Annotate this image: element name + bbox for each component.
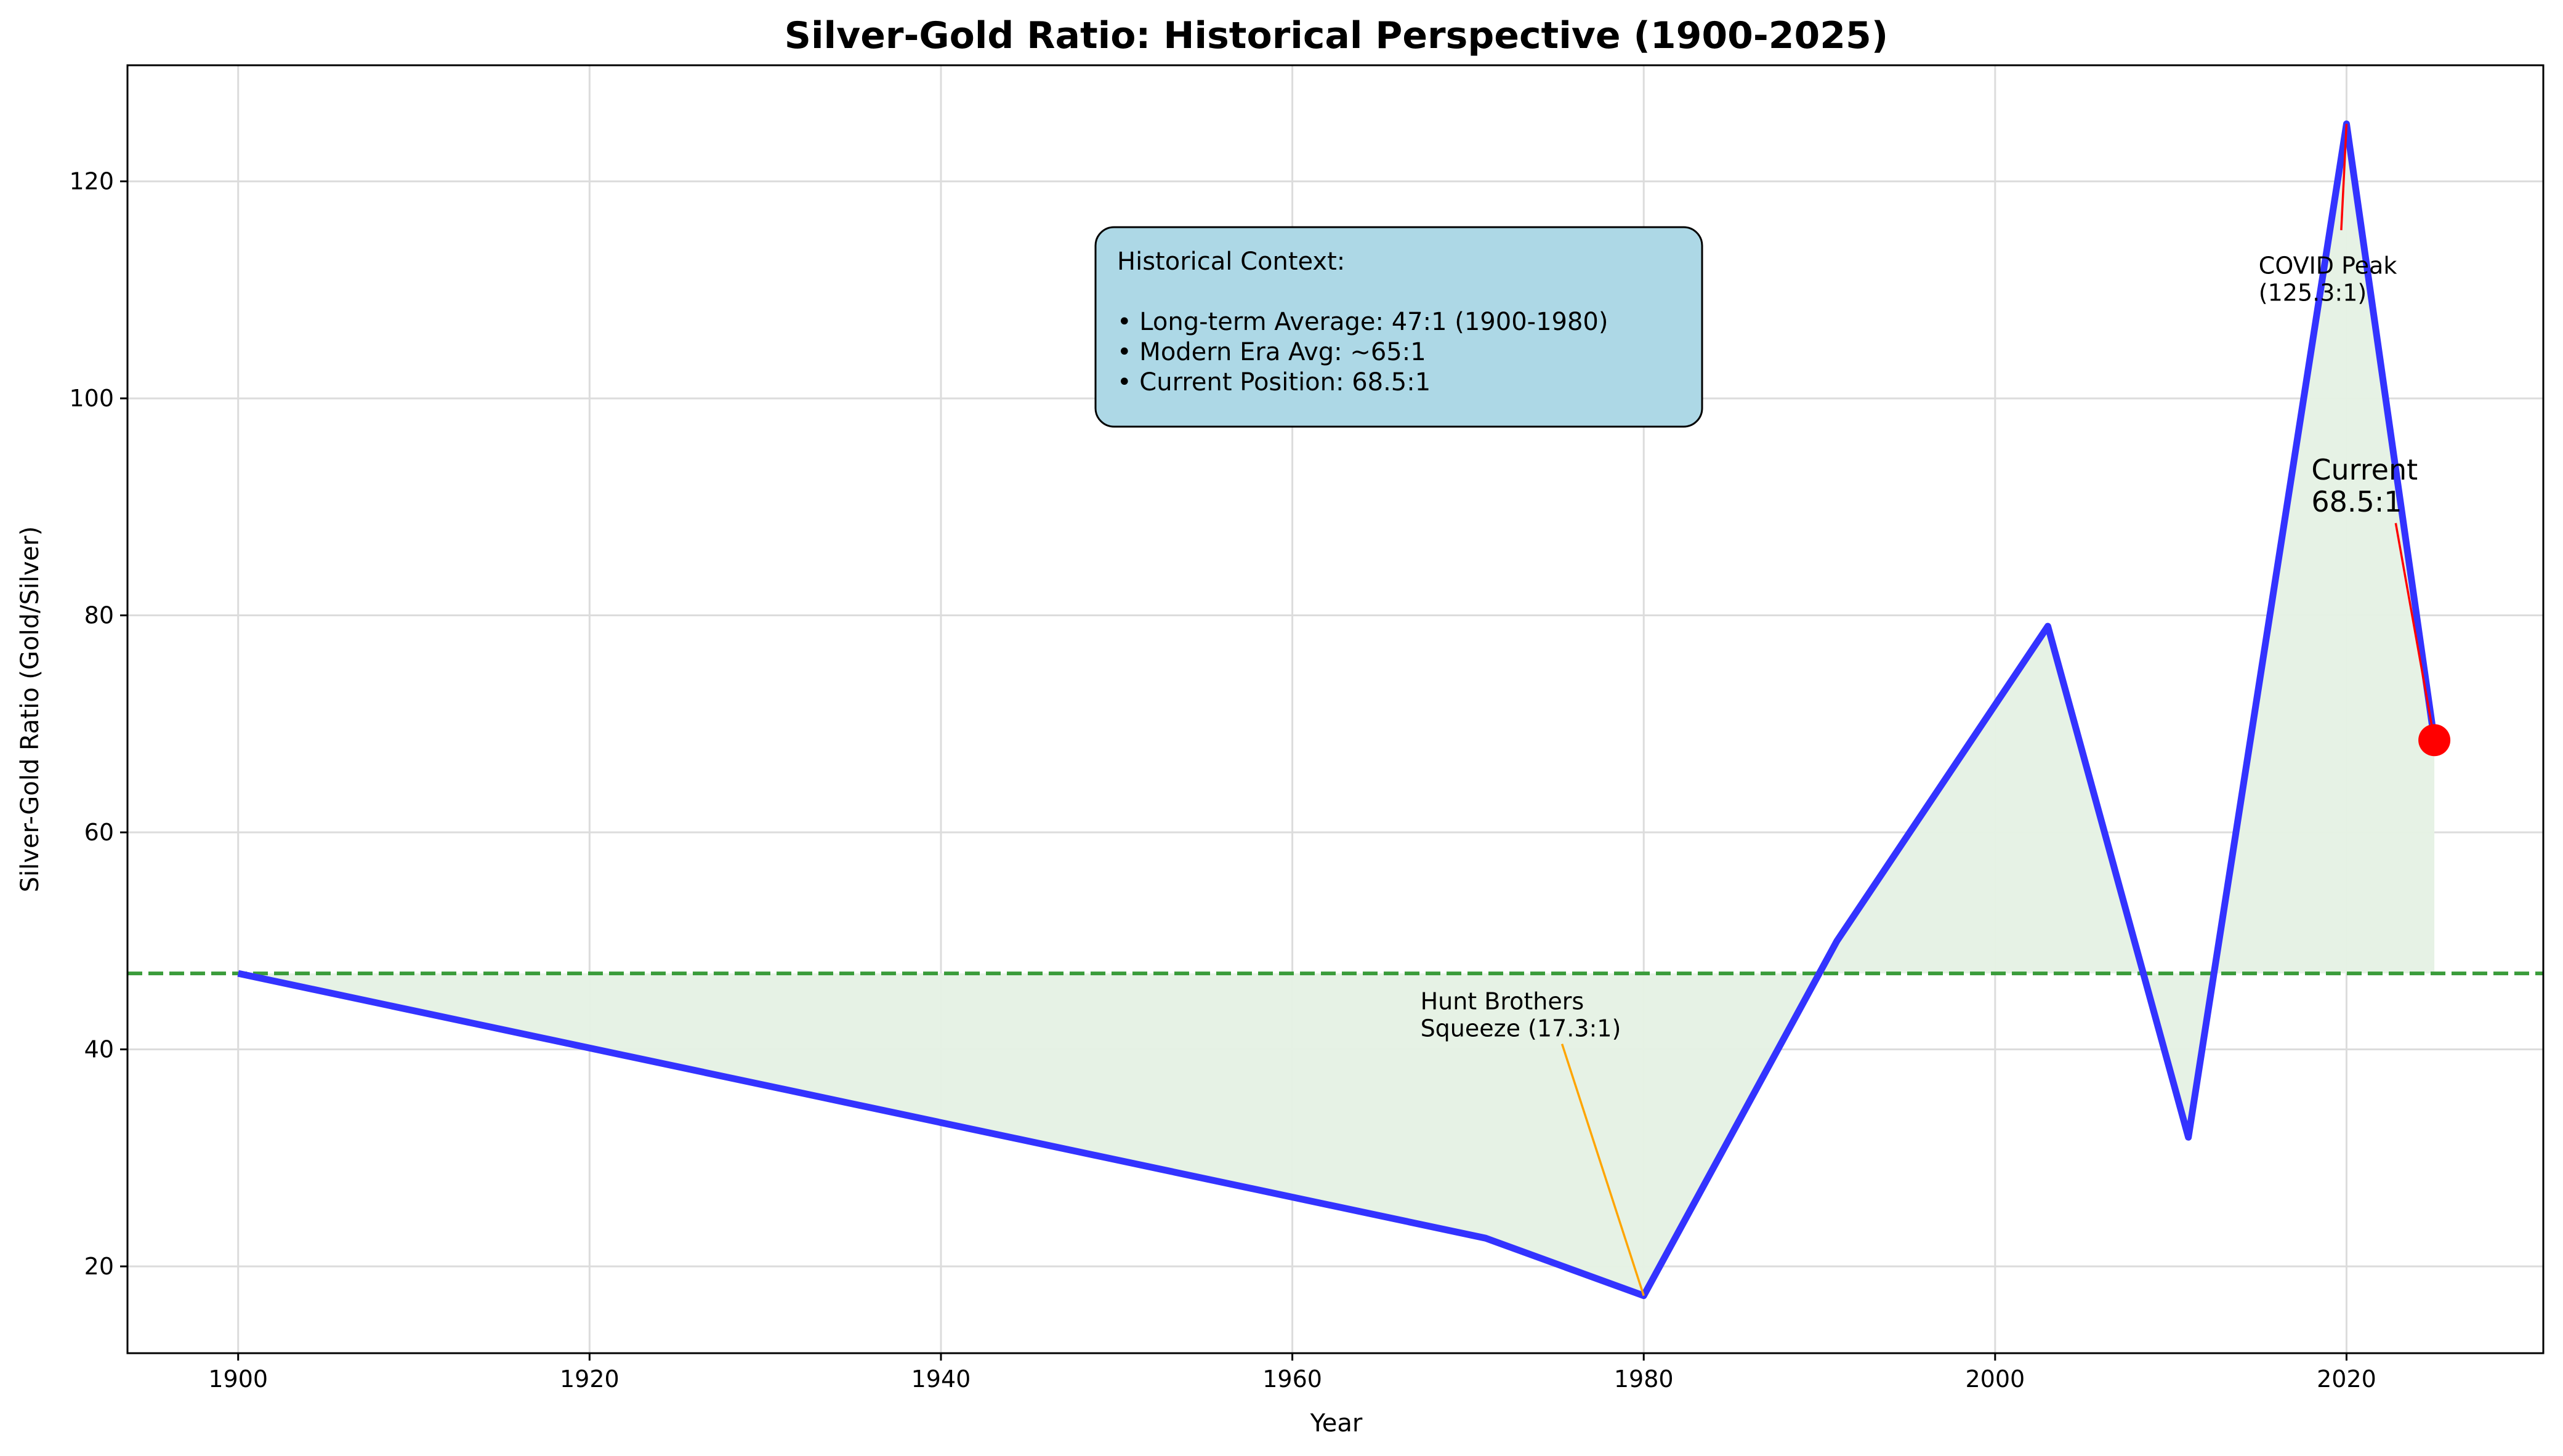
annotation-label: Hunt Brothers xyxy=(1421,987,1584,1015)
x-tick-label: 2000 xyxy=(1965,1366,2025,1393)
context-line: • Modern Era Avg: ~65:1 xyxy=(1117,338,1426,366)
annotation-arrow xyxy=(2340,124,2348,230)
y-tick-label: 60 xyxy=(84,819,114,846)
svg-text:Historical Context: • Long-ter: Historical Context: • Long-term Average:… xyxy=(1117,247,1608,396)
context-box: Historical Context: • Long-term Average:… xyxy=(1094,226,1703,428)
x-tick-label: 1900 xyxy=(208,1366,268,1393)
plot-frame xyxy=(126,64,2545,1354)
context-line xyxy=(1117,278,1125,306)
x-axis-label: Year xyxy=(1310,1409,1363,1438)
x-tick-label: 1920 xyxy=(560,1366,620,1393)
area-fill xyxy=(238,124,2435,1296)
y-tick-label: 20 xyxy=(84,1253,114,1280)
annotation-arrow xyxy=(1560,1044,1645,1297)
y-axis-label: Silver-Gold Ratio (Gold/Silver) xyxy=(16,526,44,893)
context-line: Historical Context: xyxy=(1117,247,1345,276)
annotation-label: 68.5:1 xyxy=(2311,485,2402,518)
x-tick-label: 2020 xyxy=(2317,1366,2376,1393)
chart-title: Silver-Gold Ratio: Historical Perspectiv… xyxy=(785,14,1888,57)
x-tick-label: 1940 xyxy=(911,1366,971,1393)
x-tick-label: 1980 xyxy=(1614,1366,1674,1393)
y-tick-label: 40 xyxy=(84,1036,114,1063)
ratio-line xyxy=(237,120,2438,1300)
annotation-arrow xyxy=(2394,523,2436,741)
y-tick-label: 80 xyxy=(84,602,114,629)
annotation-label: COVID Peak xyxy=(2259,252,2397,279)
annotation-label: Squeeze (17.3:1) xyxy=(1421,1015,1621,1042)
annotation-label: Current xyxy=(2311,453,2418,486)
context-line: • Current Position: 68.5:1 xyxy=(1117,368,1431,396)
x-tick-label: 1960 xyxy=(1262,1366,1322,1393)
context-line: • Long-term Average: 47:1 (1900-1980) xyxy=(1117,308,1608,336)
annotation-label: (125.3:1) xyxy=(2259,279,2367,306)
y-tick-label: 120 xyxy=(69,168,114,195)
y-tick-label: 100 xyxy=(69,385,114,412)
